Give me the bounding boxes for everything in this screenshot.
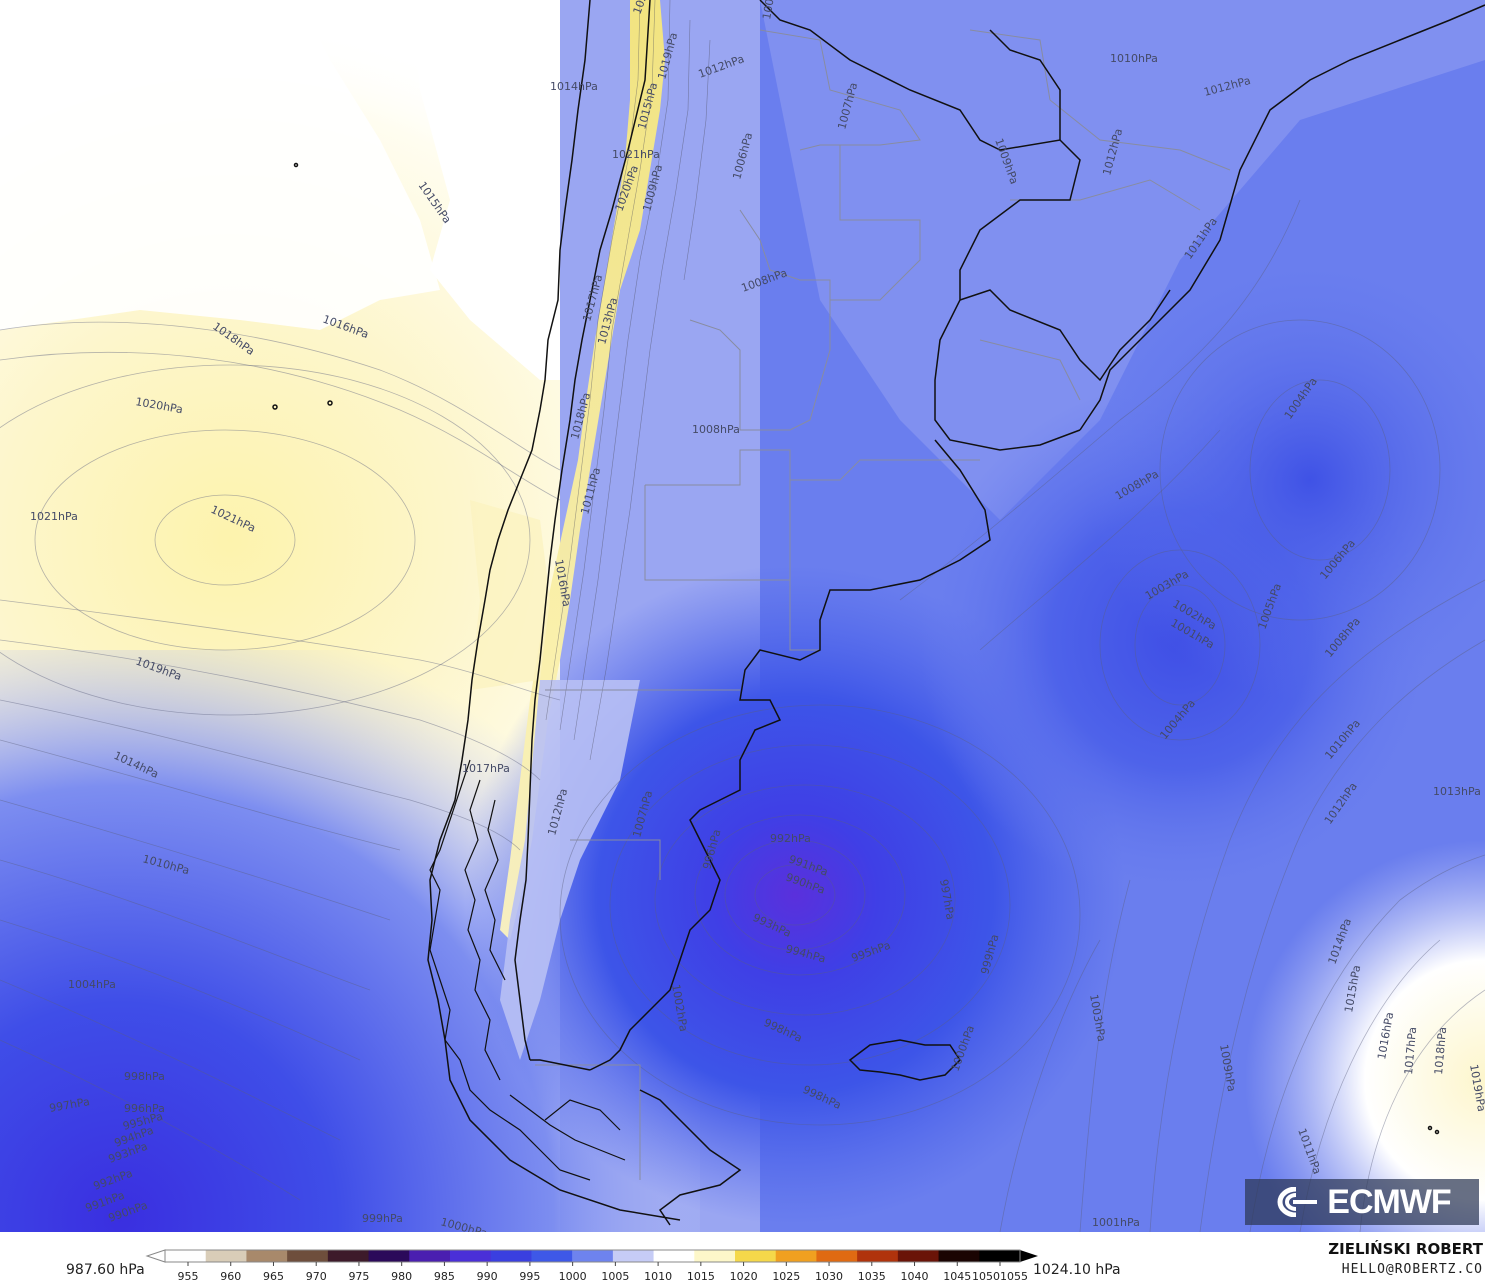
author-name: ZIELIŃSKI ROBERT — [1328, 1240, 1483, 1258]
legend-color-swatch — [653, 1250, 695, 1262]
legend-color-swatch — [287, 1250, 329, 1262]
fjords — [429, 759, 626, 1181]
legend-tick-label: 1045 — [943, 1270, 971, 1283]
legend-tick-label: 10501055 — [972, 1270, 1028, 1283]
legend-tick-label: 965 — [263, 1270, 284, 1283]
legend-color-swatch — [857, 1250, 899, 1262]
legend-tick-label: 985 — [434, 1270, 455, 1283]
legend-color-swatch — [246, 1250, 288, 1262]
footer: 955 960 965 970 975 980 985 990 995 1000 1005 1010 1… — [0, 1232, 1485, 1287]
legend-color-swatch — [327, 1250, 370, 1262]
legend-color-swatch — [165, 1250, 207, 1262]
isobar-label: 1004hPa — [68, 978, 116, 991]
legend-color-swatch — [735, 1250, 777, 1262]
legend-tick-label: 990 — [477, 1270, 498, 1283]
isobar-label: 1010hPa — [1110, 52, 1158, 65]
isobar-label: 999hPa — [362, 1212, 403, 1225]
legend-color-swatch — [531, 1250, 573, 1262]
legend-tick-label: 1005 — [601, 1270, 629, 1283]
province-borders — [535, 29, 1231, 1180]
legend-tick-label: 975 — [348, 1270, 369, 1283]
northwest-white-overlay — [0, 0, 440, 330]
isobar-label: 1017hPa — [462, 762, 510, 775]
legend-tick-label: 955 — [178, 1270, 199, 1283]
northeast-low-field — [1090, 260, 1485, 700]
legend-color-swatch — [450, 1250, 492, 1262]
isobar-label: 1001hPa — [1092, 1216, 1140, 1229]
isobar-label: 1017hPa — [1402, 1026, 1419, 1075]
isobar-label: 1014hPa — [550, 80, 598, 93]
legend-tick-label: 1025 — [772, 1270, 800, 1283]
legend-outline — [164, 1249, 1021, 1263]
isobar-label: 996hPa — [124, 1102, 165, 1115]
legend-color-swatch — [612, 1250, 655, 1262]
legend-color-swatch — [775, 1250, 817, 1262]
legend-color-swatch — [694, 1250, 736, 1262]
legend-right-arrow — [1020, 1250, 1038, 1262]
country-borders — [427, 0, 1485, 1226]
legend-color-swatch — [816, 1250, 858, 1262]
isobar-label: 1008hPa — [692, 423, 740, 436]
isobar-label: 992hPa — [770, 832, 811, 845]
legend-tick-label: 1030 — [815, 1270, 843, 1283]
ecmwf-logo: ECMWF — [1245, 1179, 1479, 1225]
legend-tick-label: 1015 — [687, 1270, 715, 1283]
legend-tick-label: 1020 — [730, 1270, 758, 1283]
legend-tick-label: 960 — [220, 1270, 241, 1283]
isobar-lines — [0, 199, 1485, 1232]
legend-tick-label: 970 — [306, 1270, 327, 1283]
legend-tick-label: 1040 — [901, 1270, 929, 1283]
islands — [272, 162, 1440, 1135]
legend-color-swatch — [938, 1250, 980, 1262]
northwest-white-zone — [0, 0, 560, 380]
legend-tick-label: 1035 — [858, 1270, 886, 1283]
chile-lakes-zone — [470, 500, 550, 690]
legend-tick-label: 1010 — [644, 1270, 672, 1283]
color-legend: 955 960 965 970 975 980 985 990 995 1000 1005 1010 1… — [145, 1249, 1038, 1283]
isobar-label: 1021hPa — [30, 510, 78, 523]
legend-tick-label: 1000 — [559, 1270, 587, 1283]
pressure-map: 1020hPa1005hPa1014hPa1012hPa1019hPa1015h… — [0, 0, 1485, 1232]
legend-color-swatch — [572, 1250, 614, 1262]
andes-contours — [545, 0, 711, 761]
legend-min-label: 987.60 hPa — [66, 1262, 145, 1278]
legend-left-arrow — [145, 1249, 166, 1263]
legend-color-swatch — [205, 1250, 247, 1262]
legend-tick-label: 980 — [391, 1270, 412, 1283]
ecmwf-logo-text: ECMWF — [1327, 1182, 1451, 1221]
legend-color-swatch — [368, 1250, 410, 1262]
isobar-label: 1013hPa — [1433, 785, 1481, 798]
legend-tick-label: 995 — [519, 1270, 540, 1283]
isobar-label: 1018hPa — [1432, 1026, 1449, 1075]
isobar-label: 998hPa — [124, 1070, 165, 1083]
legend-color-swatch — [490, 1250, 532, 1262]
ecmwf-logo-icon — [1277, 1187, 1318, 1217]
legend-color-swatch — [979, 1250, 1021, 1262]
legend-color-swatch — [409, 1250, 451, 1262]
legend-max-label: 1024.10 hPa — [1033, 1262, 1121, 1278]
legend-color-swatch — [897, 1250, 940, 1262]
patagonia-band — [500, 680, 640, 1060]
author-email: HELLO@ROBERTZ.CO — [1341, 1262, 1483, 1277]
isobar-label: 1021hPa — [612, 148, 660, 161]
southeast-high-field — [1245, 840, 1485, 1232]
